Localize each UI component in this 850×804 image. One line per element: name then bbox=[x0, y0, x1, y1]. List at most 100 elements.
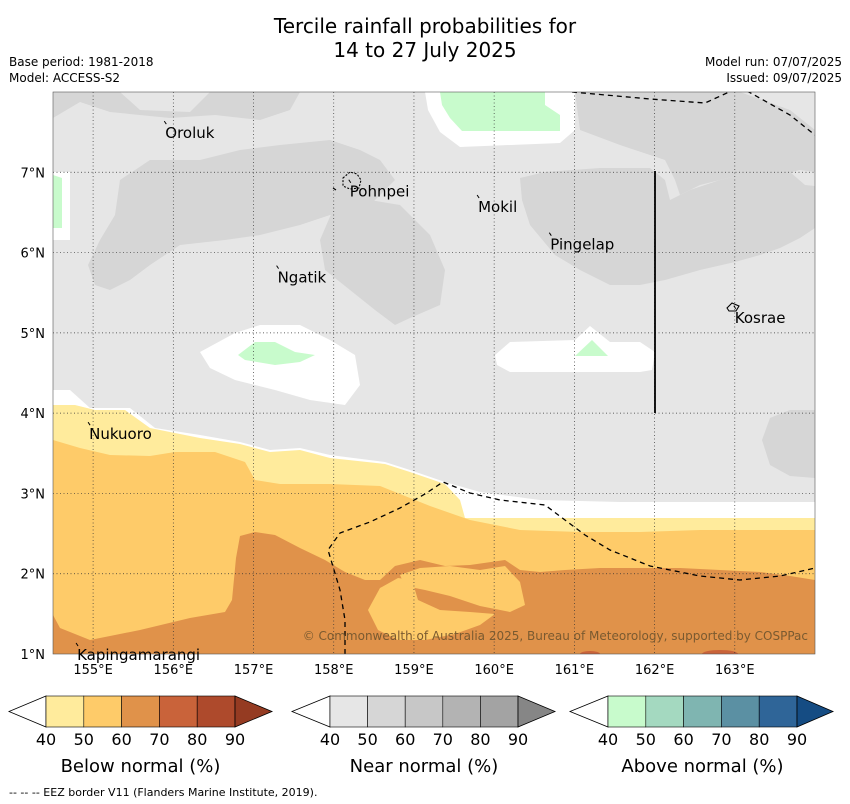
place-marker bbox=[476, 194, 480, 199]
colorbar-segment bbox=[159, 695, 198, 728]
colorbar-segment bbox=[196, 695, 236, 728]
copyright-text: © Commonwealth of Australia 2025, Bureau… bbox=[303, 629, 808, 643]
place-marker bbox=[87, 421, 91, 426]
place-marker bbox=[75, 642, 79, 647]
above-normal-40-area bbox=[53, 175, 62, 228]
colorbar-tick-label: 50 bbox=[357, 730, 377, 749]
colorbar-tick-label: 90 bbox=[508, 730, 528, 749]
colorbar-segment bbox=[480, 695, 519, 728]
below-normal-70-area bbox=[702, 650, 738, 654]
lat-tick-label: 4°N bbox=[21, 407, 46, 422]
probability-field bbox=[53, 92, 815, 654]
colorbar-over-triangle bbox=[234, 695, 274, 728]
lon-tick-label: 161°E bbox=[555, 663, 595, 678]
place-marker bbox=[548, 232, 552, 236]
colorbar-tick-label: 50 bbox=[636, 730, 656, 749]
lon-tick-label: 162°E bbox=[635, 663, 675, 678]
colorbar-segment bbox=[645, 695, 684, 728]
above-normal-40-area bbox=[575, 340, 608, 356]
title-line-2: 14 to 27 July 2025 bbox=[333, 38, 517, 62]
colorbar-tick-label: 90 bbox=[225, 730, 245, 749]
island-outlines bbox=[332, 171, 740, 312]
near-normal-50-area bbox=[53, 92, 300, 120]
title-line-1: Tercile rainfall probabilities for bbox=[273, 14, 577, 38]
map-frame bbox=[52, 91, 816, 655]
lon-tick-label: 158°E bbox=[314, 663, 354, 678]
colorbar-segment bbox=[442, 695, 481, 728]
colorbar-under-triangle bbox=[568, 695, 609, 728]
colorbar-tick-label: 90 bbox=[787, 730, 807, 749]
eez-border bbox=[327, 92, 815, 654]
lat-tick-label: 1°N bbox=[21, 648, 46, 663]
place-marker bbox=[348, 179, 352, 184]
colorbar-title: Near normal (%) bbox=[350, 756, 499, 777]
above-normal-40-area bbox=[238, 342, 315, 365]
base-period: Base period: 1981-2018 bbox=[9, 55, 154, 69]
colorbar-segment bbox=[367, 695, 406, 728]
colorbar-tick-label: 80 bbox=[187, 730, 207, 749]
below-normal-50-area bbox=[400, 566, 525, 612]
lon-tick-label: 160°E bbox=[474, 663, 514, 678]
lat-tick-label: 6°N bbox=[21, 247, 46, 262]
place-label-pohnpei: Pohnpei bbox=[350, 183, 410, 201]
lat-tick-label: 7°N bbox=[21, 166, 46, 181]
place-label-kosrae: Kosrae bbox=[735, 309, 786, 327]
place-label-pingelap: Pingelap bbox=[550, 236, 614, 254]
colorbar-tick-label: 70 bbox=[433, 730, 453, 749]
colorbar-tick-label: 50 bbox=[74, 730, 94, 749]
latitude-tick-labels: 7°N 6°N 5°N 4°N 3°N 2°N 1°N bbox=[21, 166, 46, 663]
colorbar-segment bbox=[758, 695, 798, 728]
place-label-nukuoro: Nukuoro bbox=[89, 425, 152, 443]
lat-tick-label: 3°N bbox=[21, 487, 46, 502]
colorbar-tick-label: 40 bbox=[36, 730, 56, 749]
colorbar-tick-label: 60 bbox=[395, 730, 415, 749]
above-normal-40-area bbox=[440, 92, 560, 131]
near-normal-50-area bbox=[762, 410, 815, 478]
place-label-ngatik: Ngatik bbox=[278, 269, 327, 287]
below-normal-60-area bbox=[53, 532, 815, 654]
colorbar-segment bbox=[329, 695, 368, 728]
lon-tick-label: 163°E bbox=[715, 663, 755, 678]
colorbar-title: Below normal (%) bbox=[61, 756, 221, 777]
colorbar-tick-label: 80 bbox=[470, 730, 490, 749]
colorbar-tick-label: 60 bbox=[673, 730, 693, 749]
colorbar-segment bbox=[683, 695, 722, 728]
colorbar-under-triangle bbox=[290, 695, 331, 728]
colorbar-tick-label: 60 bbox=[111, 730, 131, 749]
colorbar-over-triangle bbox=[517, 695, 557, 728]
white-zone bbox=[200, 325, 360, 405]
eez-footnote: -- -- -- EEZ border V11 (Flanders Marine… bbox=[9, 786, 318, 799]
lon-tick-label: 155°E bbox=[73, 663, 113, 678]
colorbar-segment bbox=[83, 695, 122, 728]
place-label-mokil: Mokil bbox=[478, 198, 517, 216]
issued-date: Issued: 09/07/2025 bbox=[726, 71, 842, 85]
model-run-date: Model run: 07/07/2025 bbox=[704, 55, 842, 69]
colorbar-segment bbox=[721, 695, 760, 728]
lon-tick-label: 157°E bbox=[234, 663, 274, 678]
place-marker bbox=[276, 265, 280, 269]
colorbar-tick-label: 40 bbox=[320, 730, 340, 749]
white-zone bbox=[495, 326, 655, 372]
place-labels: Oroluk Pohnpei Mokil Pingelap Ngatik Kosrae Nu… bbox=[75, 120, 786, 664]
lon-tick-label: 159°E bbox=[394, 663, 434, 678]
model-name: Model: ACCESS-S2 bbox=[9, 71, 121, 85]
colorbar-under-triangle bbox=[7, 695, 47, 728]
longitude-tick-labels: 155°E 156°E 157°E 158°E 159°E 160°E 161°E 162°E… bbox=[73, 663, 754, 678]
colorbar-title: Above normal (%) bbox=[621, 756, 783, 777]
place-label-oroluk: Oroluk bbox=[165, 124, 214, 142]
colorbar-over-triangle bbox=[796, 695, 835, 728]
colorbar-tick-label: 40 bbox=[598, 730, 618, 749]
colorbar-near-normal: 40 50 60 70 80 90 Near normal (%) bbox=[290, 695, 557, 777]
colorbar-segment bbox=[404, 695, 444, 728]
near-normal-50-area bbox=[520, 168, 815, 285]
place-marker bbox=[163, 120, 167, 125]
near-normal-50-area bbox=[575, 92, 815, 195]
place-marker bbox=[733, 305, 737, 310]
below-normal-70-area bbox=[580, 651, 600, 654]
lat-tick-label: 2°N bbox=[21, 568, 46, 583]
near-normal-50-area bbox=[88, 140, 395, 290]
lon-tick-label: 156°E bbox=[154, 663, 194, 678]
